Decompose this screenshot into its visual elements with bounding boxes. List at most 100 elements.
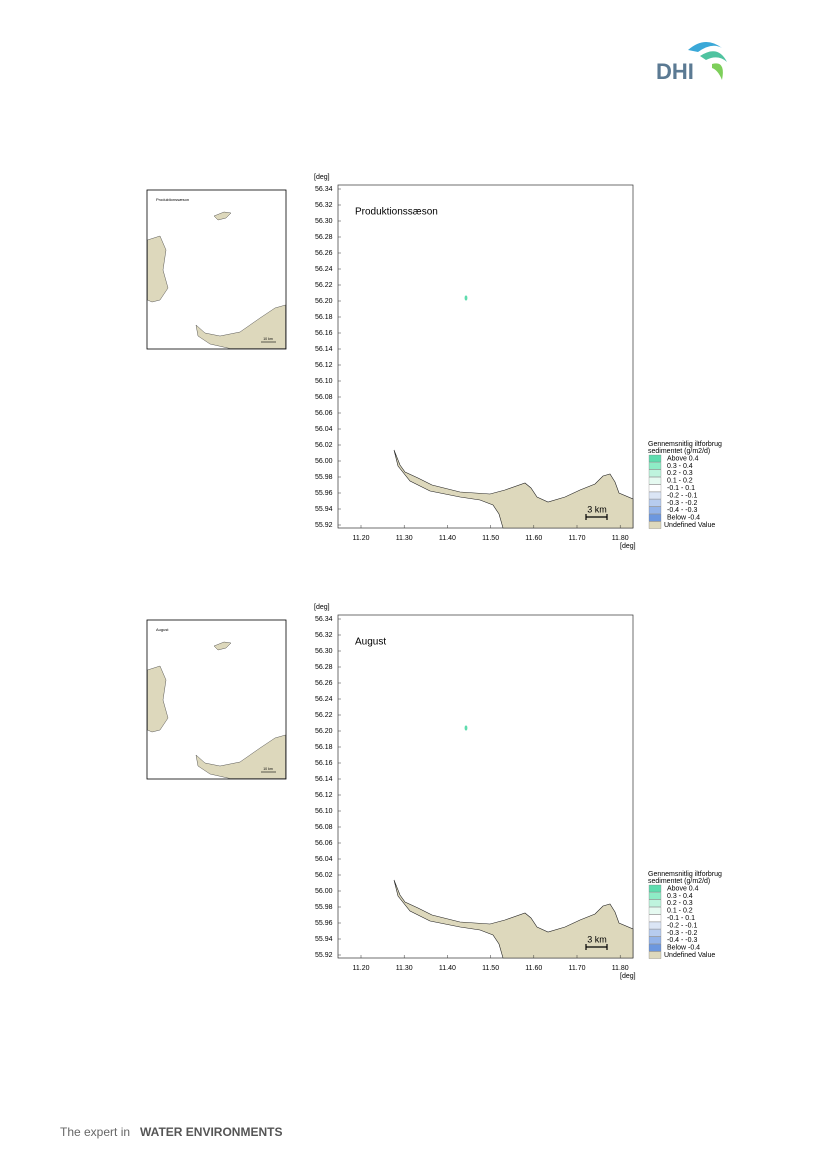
y-tick-label: 56.16 <box>315 760 333 767</box>
x-tick-label: 11.40 <box>439 965 456 972</box>
logo-text: DHI <box>656 59 694 84</box>
inset-map: Produktionssæson 10 km <box>146 189 287 350</box>
legend-label: Below -0.4 <box>667 945 700 952</box>
legend-label: -0.1 - 0.1 <box>667 915 695 922</box>
y-tick-label: 56.32 <box>315 202 333 209</box>
legend-swatch <box>648 491 662 500</box>
y-tick-label: 56.26 <box>315 680 333 687</box>
y-tick-label: 56.02 <box>315 442 333 449</box>
x-tick-label: 11.70 <box>569 535 586 542</box>
x-tick-label: 11.50 <box>482 535 499 542</box>
y-tick-label: 56.34 <box>315 616 333 623</box>
y-tick-label: 56.24 <box>315 696 333 703</box>
inset-land <box>147 665 169 733</box>
y-tick-label: 56.22 <box>315 712 333 719</box>
legend-label: 0.1 - 0.2 <box>667 478 693 485</box>
inset-land <box>195 734 286 779</box>
y-tick-label: 56.28 <box>315 664 333 671</box>
y-unit: [deg] <box>314 174 330 181</box>
y-tick-label: 56.18 <box>315 744 333 751</box>
y-tick-label: 56.14 <box>315 346 333 353</box>
legend-label: Above 0.4 <box>667 455 699 462</box>
map-title: Produktionssæson <box>355 207 438 218</box>
legend-label: -0.1 - 0.1 <box>667 485 695 492</box>
legend-swatch <box>648 469 662 477</box>
legend-label: Below -0.4 <box>667 515 700 522</box>
legend-swatch <box>648 907 662 915</box>
y-tick-label: 56.06 <box>315 840 333 847</box>
legend-swatch <box>648 484 662 492</box>
y-tick-label: 56.22 <box>315 282 333 289</box>
inset-scale-label: 10 km <box>263 767 273 771</box>
legend-swatch <box>648 944 662 952</box>
y-tick-label: 56.04 <box>315 856 333 863</box>
inset-scale-label: 10 km <box>263 337 273 341</box>
y-tick-label: 56.20 <box>315 728 333 735</box>
y-tick-label: 55.92 <box>315 952 333 959</box>
y-tick-label: 56.20 <box>315 298 333 305</box>
legend-swatch <box>648 892 662 900</box>
y-tick-label: 56.00 <box>315 888 333 895</box>
inset-land <box>213 211 232 221</box>
legend-label: Undefined Value <box>664 522 715 529</box>
legend-title: sedimentet (g/m2/d) <box>648 878 710 885</box>
legend-swatch <box>648 454 662 463</box>
legend-label: 0.3 - 0.4 <box>667 463 693 470</box>
y-tick-label: 56.30 <box>315 648 333 655</box>
deposition-spot <box>464 295 468 301</box>
y-tick-label: 56.32 <box>315 632 333 639</box>
inset-map: August 10 km <box>146 619 287 780</box>
legend-label: Above 0.4 <box>667 885 699 892</box>
legend-label: -0.4 - -0.3 <box>667 507 697 514</box>
legend-label: 0.3 - 0.4 <box>667 893 693 900</box>
y-tick-label: 56.12 <box>315 792 333 799</box>
map-frame <box>337 184 634 529</box>
inset-land <box>147 235 169 303</box>
map-title: August <box>355 637 386 648</box>
logo-wave <box>688 41 722 52</box>
inset-title: August <box>156 627 169 632</box>
y-tick-label: 55.96 <box>315 920 333 927</box>
land <box>393 449 634 529</box>
y-tick-label: 56.08 <box>315 824 333 831</box>
legend-swatch <box>648 936 662 944</box>
y-tick-label: 56.28 <box>315 234 333 241</box>
logo-wave <box>712 63 723 80</box>
y-tick-label: 55.94 <box>315 936 333 943</box>
y-tick-label: 56.12 <box>315 362 333 369</box>
legend-swatch <box>648 521 662 529</box>
legend-label: 0.1 - 0.2 <box>667 908 693 915</box>
y-tick-label: 56.30 <box>315 218 333 225</box>
scale-label: 3 km <box>587 934 607 944</box>
legend-label: 0.2 - 0.3 <box>667 900 693 907</box>
inset-land <box>213 641 232 651</box>
x-tick-label: 11.20 <box>353 535 370 542</box>
legend-title: Gennemsnitlig iltforbrug <box>648 871 722 878</box>
y-tick-label: 55.94 <box>315 506 333 513</box>
logo-wave <box>700 51 727 62</box>
y-tick-label: 56.00 <box>315 458 333 465</box>
scale-bar <box>585 514 608 520</box>
legend-title: Gennemsnitlig iltforbrug <box>648 441 722 448</box>
y-tick-label: 56.16 <box>315 330 333 337</box>
legend-swatch <box>648 921 662 930</box>
legend-swatch <box>648 477 662 485</box>
legend-swatch <box>648 899 662 907</box>
y-tick-label: 55.98 <box>315 474 333 481</box>
x-tick-label: 11.20 <box>353 965 370 972</box>
scale-bar <box>585 944 608 950</box>
y-tick-label: 56.08 <box>315 394 333 401</box>
map-frame <box>337 614 634 959</box>
legend-label: -0.4 - -0.3 <box>667 937 697 944</box>
legend-label: 0.2 - 0.3 <box>667 470 693 477</box>
x-tick-label: 11.30 <box>396 535 413 542</box>
inset-land <box>195 304 286 349</box>
footer-tagline: The expert in <box>60 1125 130 1139</box>
y-tick-label: 56.10 <box>315 378 333 385</box>
figure: August 10 km August [deg] [deg] 56.34 56.32 56.… <box>146 604 722 980</box>
x-tick-label: 11.30 <box>396 965 413 972</box>
x-tick-label: 11.70 <box>569 965 586 972</box>
x-unit: [deg] <box>620 543 636 550</box>
